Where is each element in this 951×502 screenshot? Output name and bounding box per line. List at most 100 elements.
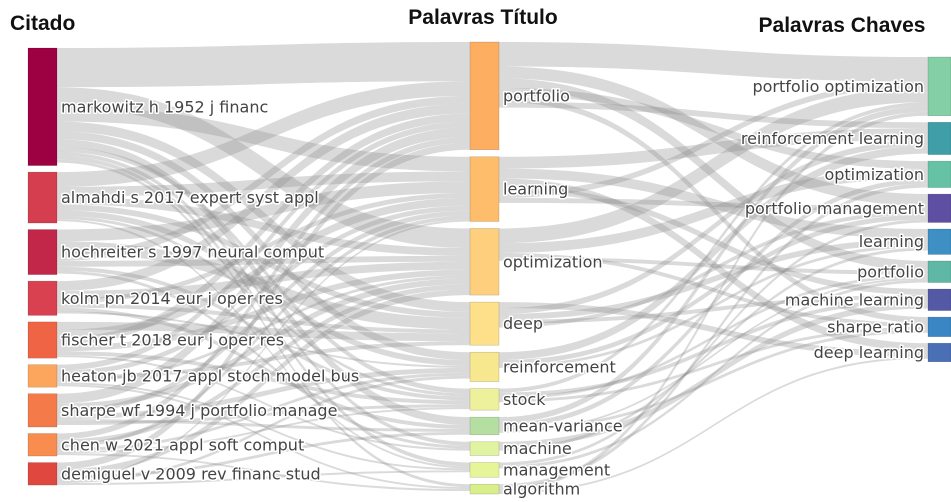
node — [927, 316, 951, 337]
link — [57, 311, 470, 368]
node-label: chen w 2021 appl soft comput — [61, 435, 304, 454]
link — [57, 431, 470, 479]
node-label: kolm pn 2014 eur j oper res — [61, 289, 283, 308]
link — [57, 81, 470, 187]
link — [57, 407, 470, 454]
link — [499, 244, 928, 368]
link — [499, 183, 928, 489]
node — [469, 41, 500, 151]
node-label: optimization — [824, 165, 924, 184]
link — [499, 214, 928, 365]
node-label: sharpe wf 1994 j portfolio manage — [61, 401, 337, 420]
nodes: Citado markowitz h 1952 j financ almahdi s… — [10, 6, 951, 500]
link — [57, 261, 470, 299]
link — [57, 384, 470, 490]
link — [499, 238, 928, 320]
link — [57, 151, 470, 446]
link — [499, 111, 928, 493]
link — [499, 298, 928, 397]
link — [499, 139, 928, 314]
link — [499, 302, 928, 448]
link — [57, 87, 470, 249]
link — [499, 66, 928, 206]
link — [499, 102, 928, 393]
node — [27, 171, 58, 224]
node-label: reinforcement — [503, 357, 616, 376]
node-label: demiguel v 2009 rev financ stud — [61, 464, 321, 483]
column-title: Palavras Chaves — [759, 14, 926, 37]
node-label: learning — [503, 180, 568, 199]
link — [57, 197, 470, 338]
node — [469, 301, 500, 346]
link — [57, 367, 470, 420]
link — [57, 205, 470, 376]
link — [57, 204, 470, 318]
link — [57, 210, 470, 415]
link — [57, 113, 470, 346]
link — [57, 137, 470, 440]
node — [27, 433, 58, 457]
node — [927, 56, 951, 117]
link — [499, 88, 928, 169]
link — [57, 404, 470, 426]
link — [499, 302, 928, 357]
link — [57, 219, 470, 469]
link — [499, 329, 928, 431]
node — [927, 260, 951, 283]
node — [469, 156, 500, 222]
link — [57, 284, 470, 445]
node-label: almahdi s 2017 expert syst appl — [61, 188, 319, 207]
node-label: portfolio — [503, 86, 570, 105]
node-label: deep learning — [814, 343, 924, 362]
link — [499, 128, 928, 169]
node-label: markowitz h 1952 j financ — [61, 97, 268, 116]
node — [27, 462, 58, 486]
link — [499, 105, 928, 424]
link — [57, 171, 470, 197]
node-label: algorithm — [503, 480, 580, 499]
links — [57, 42, 928, 494]
node — [469, 441, 500, 456]
link — [499, 294, 928, 324]
link — [499, 101, 928, 129]
link — [57, 215, 470, 449]
link — [57, 266, 470, 401]
node-label: sharpe ratio — [827, 317, 924, 336]
link — [57, 303, 470, 334]
link — [57, 275, 470, 383]
node-label: heaton jb 2017 appl stoch model bus — [61, 366, 359, 385]
node-label: optimization — [503, 252, 603, 271]
link — [499, 145, 928, 361]
node — [927, 342, 951, 363]
node-label: fischer t 2018 eur j oper res — [61, 331, 284, 350]
node-label: mean-variance — [503, 416, 623, 435]
link — [57, 159, 470, 488]
link — [57, 196, 470, 256]
node — [469, 228, 500, 296]
node — [27, 47, 58, 166]
link — [499, 247, 928, 451]
link — [57, 307, 470, 429]
node-label: machine — [503, 439, 572, 458]
link — [499, 279, 928, 469]
link — [57, 142, 470, 470]
node — [27, 364, 58, 388]
link — [57, 103, 470, 291]
node — [469, 351, 500, 382]
node — [469, 462, 500, 478]
link — [57, 210, 470, 366]
node — [469, 388, 500, 411]
link — [57, 419, 470, 432]
node — [927, 193, 951, 223]
node — [927, 160, 951, 188]
link — [499, 210, 928, 328]
link — [499, 87, 928, 244]
node-label: reinforcement learning — [741, 129, 924, 148]
node — [27, 229, 58, 275]
link — [499, 78, 928, 271]
link — [57, 121, 470, 312]
node-label: portfolio management — [745, 199, 924, 218]
link — [57, 453, 470, 492]
link — [57, 470, 470, 486]
node-label: portfolio — [857, 262, 924, 281]
